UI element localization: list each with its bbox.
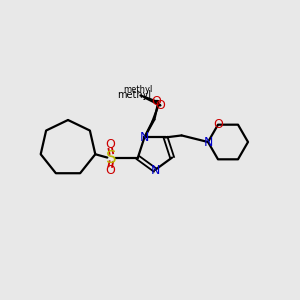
- Text: S: S: [106, 148, 116, 166]
- Text: O: O: [152, 95, 161, 108]
- Text: N: N: [150, 164, 160, 176]
- Text: O: O: [213, 118, 223, 131]
- Text: O: O: [105, 138, 115, 151]
- Text: N: N: [203, 136, 213, 148]
- Text: methyl: methyl: [117, 90, 152, 100]
- Text: N: N: [140, 131, 149, 144]
- Text: O: O: [155, 99, 165, 112]
- Text: methyl: methyl: [124, 85, 153, 94]
- Text: O: O: [105, 164, 115, 177]
